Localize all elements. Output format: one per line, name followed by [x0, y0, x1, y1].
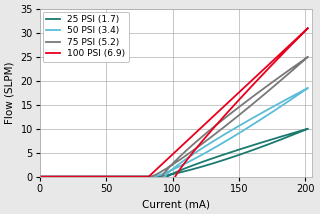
25 PSI (1.7)	[275, 137, 278, 139]
75 PSI (5.2)	[252, 95, 256, 97]
Line: 75 PSI (5.2): 75 PSI (5.2)	[40, 57, 308, 177]
50 PSI (3.4)	[163, 175, 166, 178]
Line: 50 PSI (3.4): 50 PSI (3.4)	[40, 88, 308, 177]
50 PSI (3.4)	[215, 145, 219, 147]
75 PSI (5.2)	[292, 68, 296, 70]
100 PSI (6.9)	[276, 57, 280, 60]
50 PSI (3.4)	[257, 113, 261, 116]
100 PSI (6.9)	[257, 77, 260, 80]
X-axis label: Current (mA): Current (mA)	[142, 199, 210, 209]
25 PSI (1.7)	[254, 143, 258, 146]
100 PSI (6.9)	[306, 27, 310, 29]
100 PSI (6.9)	[38, 175, 42, 178]
50 PSI (3.4)	[274, 104, 278, 106]
50 PSI (3.4)	[253, 116, 257, 118]
100 PSI (6.9)	[235, 101, 239, 103]
100 PSI (6.9)	[261, 73, 265, 76]
100 PSI (6.9)	[212, 114, 216, 117]
75 PSI (5.2)	[214, 132, 218, 135]
25 PSI (1.7)	[165, 175, 169, 178]
25 PSI (1.7)	[38, 175, 42, 178]
Legend: 25 PSI (1.7), 50 PSI (3.4), 75 PSI (5.2), 100 PSI (6.9): 25 PSI (1.7), 50 PSI (3.4), 75 PSI (5.2)…	[43, 12, 129, 62]
50 PSI (3.4)	[306, 87, 310, 89]
50 PSI (3.4)	[38, 175, 42, 178]
100 PSI (6.9)	[292, 40, 295, 43]
25 PSI (1.7)	[231, 150, 235, 153]
25 PSI (1.7)	[217, 160, 221, 163]
Line: 100 PSI (6.9): 100 PSI (6.9)	[40, 28, 308, 177]
25 PSI (1.7)	[258, 142, 262, 144]
50 PSI (3.4)	[229, 129, 233, 132]
Y-axis label: Flow (SLPM): Flow (SLPM)	[5, 61, 15, 124]
75 PSI (5.2)	[273, 79, 277, 81]
100 PSI (6.9)	[173, 175, 177, 178]
50 PSI (3.4)	[292, 96, 296, 99]
75 PSI (5.2)	[306, 55, 310, 58]
25 PSI (1.7)	[292, 133, 296, 135]
Line: 25 PSI (1.7): 25 PSI (1.7)	[40, 129, 308, 177]
25 PSI (1.7)	[306, 127, 310, 130]
75 PSI (5.2)	[228, 113, 232, 115]
75 PSI (5.2)	[160, 175, 164, 178]
75 PSI (5.2)	[256, 91, 260, 94]
75 PSI (5.2)	[38, 175, 42, 178]
